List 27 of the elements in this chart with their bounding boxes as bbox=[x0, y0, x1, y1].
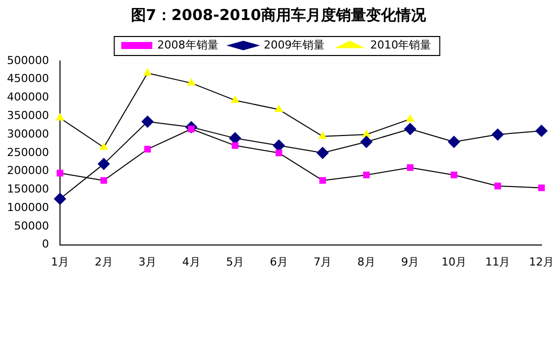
y-tick-label: 200000 bbox=[6, 164, 49, 178]
legend-label: 2009年销量 bbox=[264, 38, 325, 52]
x-tick-label: 1月 bbox=[50, 255, 69, 268]
x-tick-label: 4月 bbox=[182, 255, 200, 268]
x-tick-label: 11月 bbox=[485, 255, 510, 268]
y-tick-label: 100000 bbox=[6, 200, 49, 214]
legend-label: 2010年销量 bbox=[370, 38, 432, 52]
x-tick-label: 6月 bbox=[270, 255, 288, 268]
y-tick-label: 500000 bbox=[6, 54, 49, 67]
y-tick-label: 350000 bbox=[6, 109, 49, 122]
y-tick-label: 150000 bbox=[6, 182, 49, 196]
x-tick-label: 8月 bbox=[357, 255, 376, 268]
y-tick-label: 400000 bbox=[6, 90, 49, 104]
x-tick-label: 9月 bbox=[401, 255, 420, 268]
y-tick-label: 450000 bbox=[6, 72, 49, 86]
x-tick-label: 12月 bbox=[529, 255, 554, 268]
x-tick-label: 10月 bbox=[441, 255, 466, 268]
y-tick-label: 50000 bbox=[14, 219, 49, 232]
x-tick-label: 5月 bbox=[226, 255, 244, 268]
y-tick-label: 300000 bbox=[6, 127, 49, 140]
x-tick-label: 3月 bbox=[138, 255, 157, 268]
y-tick-label: 250000 bbox=[6, 146, 49, 159]
x-tick-label: 7月 bbox=[314, 255, 332, 268]
legend-label: 2008年销量 bbox=[157, 38, 218, 52]
x-tick-label: 2月 bbox=[94, 255, 113, 268]
y-tick-label: 0 bbox=[42, 238, 49, 251]
chart-title: 图7：2008-2010商用车月度销量变化情况 bbox=[130, 6, 428, 25]
